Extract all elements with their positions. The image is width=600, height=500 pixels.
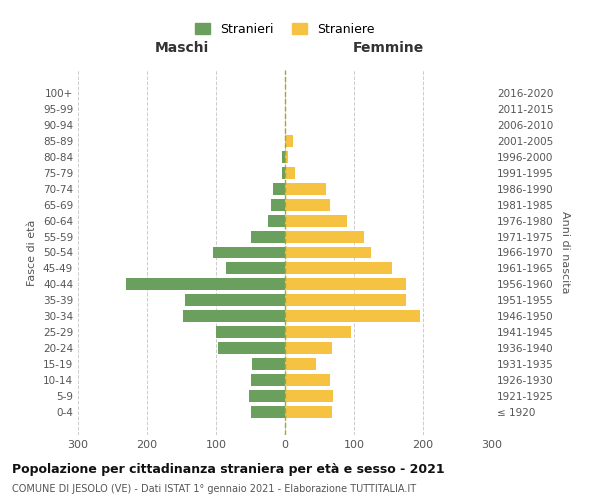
- Bar: [127, 278, 285, 290]
- Bar: [285, 230, 364, 242]
- Bar: [216, 326, 285, 338]
- Bar: [285, 390, 334, 402]
- Bar: [251, 406, 285, 418]
- Bar: [218, 342, 285, 354]
- Bar: [285, 374, 330, 386]
- Bar: [285, 358, 316, 370]
- Bar: [285, 310, 419, 322]
- Bar: [183, 310, 285, 322]
- Bar: [185, 294, 285, 306]
- Bar: [226, 262, 285, 274]
- Bar: [212, 246, 285, 258]
- Bar: [281, 150, 285, 162]
- Bar: [268, 214, 285, 226]
- Bar: [285, 342, 332, 354]
- Bar: [285, 406, 332, 418]
- Text: COMUNE DI JESOLO (VE) - Dati ISTAT 1° gennaio 2021 - Elaborazione TUTTITALIA.IT: COMUNE DI JESOLO (VE) - Dati ISTAT 1° ge…: [12, 484, 416, 494]
- Bar: [271, 198, 285, 210]
- Bar: [285, 246, 371, 258]
- Bar: [251, 374, 285, 386]
- Bar: [285, 166, 295, 178]
- Bar: [285, 326, 350, 338]
- Bar: [252, 358, 285, 370]
- Y-axis label: Anni di nascita: Anni di nascita: [560, 211, 570, 294]
- Legend: Stranieri, Straniere: Stranieri, Straniere: [190, 18, 380, 41]
- Bar: [251, 230, 285, 242]
- Text: Femmine: Femmine: [353, 42, 424, 56]
- Bar: [285, 134, 293, 146]
- Y-axis label: Fasce di età: Fasce di età: [28, 220, 37, 286]
- Bar: [281, 166, 285, 178]
- Bar: [285, 182, 326, 194]
- Text: Maschi: Maschi: [154, 42, 209, 56]
- Bar: [285, 278, 406, 290]
- Bar: [285, 150, 289, 162]
- Bar: [272, 182, 285, 194]
- Bar: [285, 262, 392, 274]
- Text: Popolazione per cittadinanza straniera per età e sesso - 2021: Popolazione per cittadinanza straniera p…: [12, 462, 445, 475]
- Bar: [249, 390, 285, 402]
- Bar: [285, 198, 330, 210]
- Bar: [285, 294, 406, 306]
- Bar: [285, 214, 347, 226]
